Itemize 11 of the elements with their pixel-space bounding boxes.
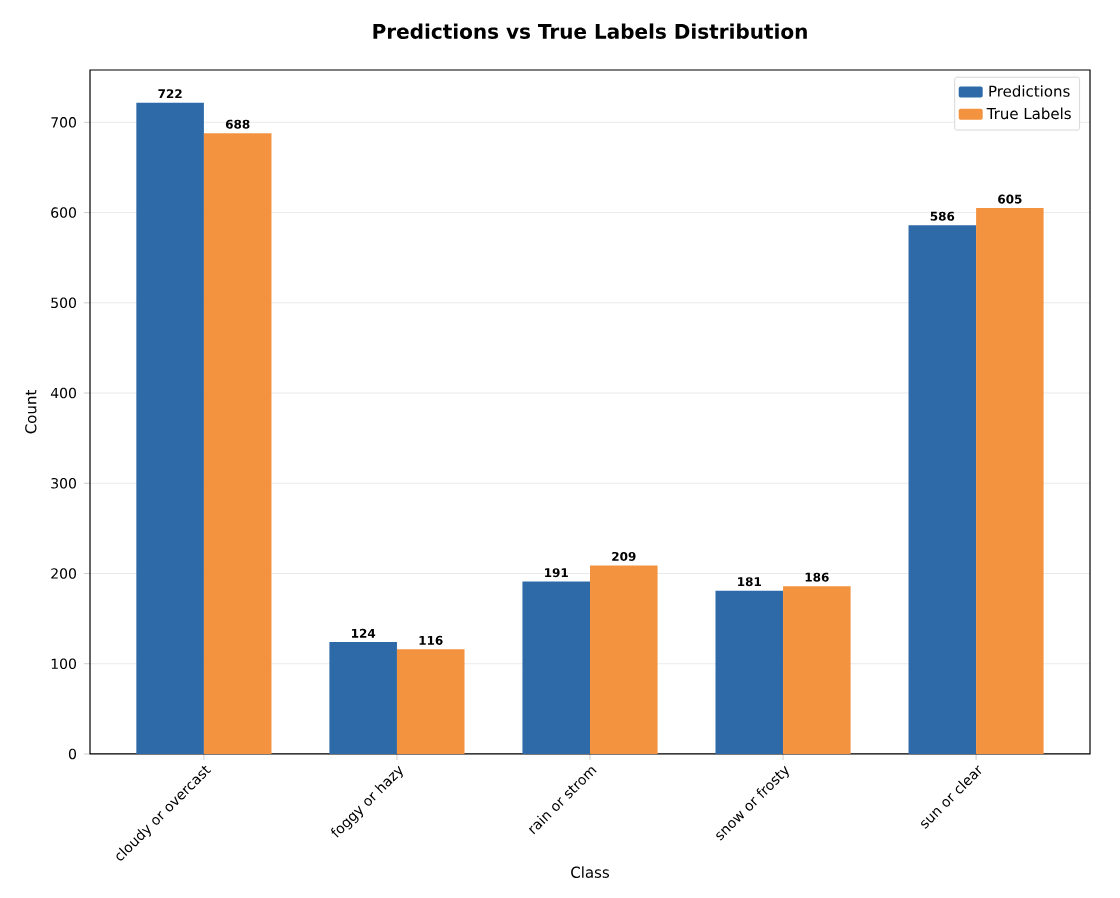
- bar: [715, 590, 784, 754]
- chart-title: Predictions vs True Labels Distribution: [373, 23, 807, 39]
- bar: [908, 225, 977, 754]
- bar: [136, 102, 204, 754]
- bar: [976, 208, 1044, 754]
- bar: [203, 133, 272, 754]
- bar: [783, 586, 851, 754]
- bar: [329, 642, 397, 754]
- bar: [396, 649, 465, 754]
- bar: [590, 565, 658, 754]
- bar: [522, 581, 591, 754]
